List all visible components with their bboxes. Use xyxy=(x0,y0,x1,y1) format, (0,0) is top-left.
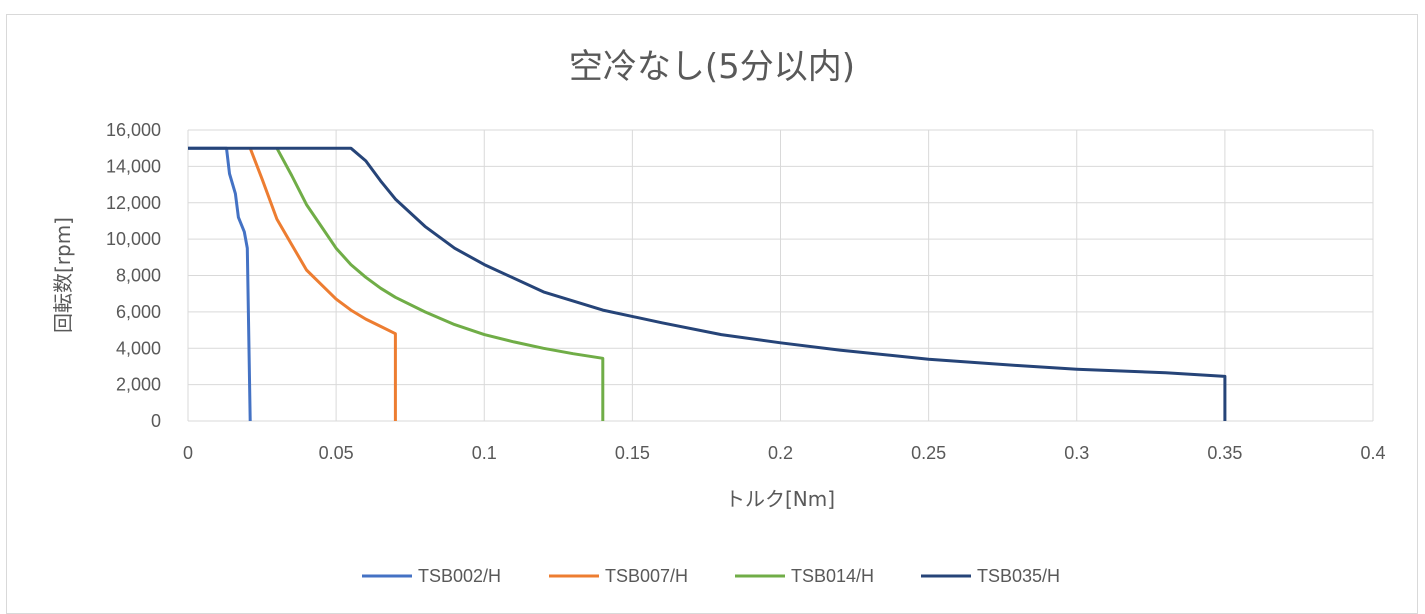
y-tick-label: 12,000 xyxy=(106,193,161,213)
series-line-tsb014-h xyxy=(275,147,605,421)
x-tick-label: 0.15 xyxy=(615,443,650,463)
x-tick-label: 0 xyxy=(183,443,193,463)
x-tick-label: 0.35 xyxy=(1207,443,1242,463)
x-tick-label: 0.3 xyxy=(1064,443,1089,463)
x-tick-label: 0.4 xyxy=(1360,443,1385,463)
legend-label: TSB014/H xyxy=(791,566,874,586)
x-tick-label: 0.2 xyxy=(768,443,793,463)
y-tick-label: 0 xyxy=(151,411,161,431)
y-tick-label: 6,000 xyxy=(116,302,161,322)
chart-title: 空冷なし(5分以内) xyxy=(569,47,855,87)
y-tick-label: 2,000 xyxy=(116,375,161,395)
legend-item: TSB007/H xyxy=(549,566,688,586)
x-axis-ticks: 0 0.05 0.1 0.15 0.2 0.25 0.3 0.35 0.4 xyxy=(183,443,1386,463)
y-axis-title: 回転数[rpm] xyxy=(51,217,75,333)
chart-frame xyxy=(6,14,1418,614)
legend-label: TSB035/H xyxy=(977,566,1060,586)
legend-item: TSB035/H xyxy=(921,566,1060,586)
y-axis-ticks: 0 2,000 4,000 6,000 8,000 10,000 12,000 14,000 1… xyxy=(106,120,161,431)
legend: TSB002/H TSB007/H TSB014/H TSB035/H xyxy=(362,566,1060,586)
x-axis-title: トルク[Nm] xyxy=(725,487,835,511)
y-tick-label: 16,000 xyxy=(106,120,161,140)
gridlines xyxy=(187,129,1374,422)
x-tick-label: 0.1 xyxy=(472,443,497,463)
y-tick-label: 4,000 xyxy=(116,338,161,358)
series-line-tsb002-h xyxy=(188,146,252,422)
legend-label: TSB002/H xyxy=(418,566,501,586)
x-tick-label: 0.05 xyxy=(319,443,354,463)
x-tick-label: 0.25 xyxy=(911,443,946,463)
y-tick-label: 8,000 xyxy=(116,266,161,286)
series-line-tsb007-h xyxy=(248,147,397,421)
legend-item: TSB014/H xyxy=(735,566,874,586)
legend-item: TSB002/H xyxy=(362,566,501,586)
y-tick-label: 14,000 xyxy=(106,156,161,176)
legend-label: TSB007/H xyxy=(605,566,688,586)
y-tick-label: 10,000 xyxy=(106,229,161,249)
series-lines xyxy=(188,146,1227,422)
series-line-tsb035-h xyxy=(188,146,1227,421)
